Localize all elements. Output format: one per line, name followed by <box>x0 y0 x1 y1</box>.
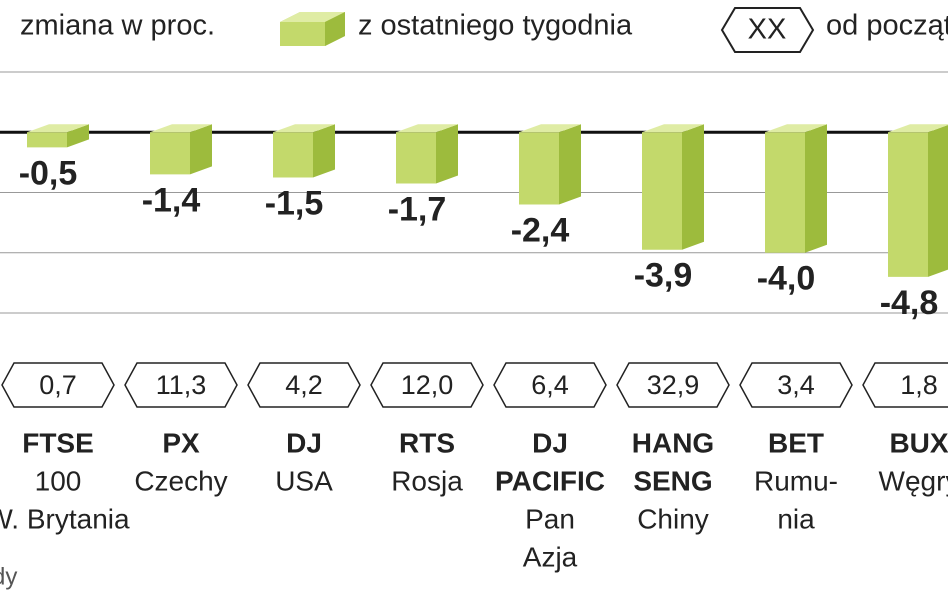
category-region: Węgry <box>879 465 948 496</box>
ytd-label: 3,4 <box>777 370 815 400</box>
category-name: DJ <box>532 427 568 458</box>
category-region: nia <box>777 503 815 534</box>
legend-badge-text: XX <box>748 14 787 46</box>
ytd-label: 0,7 <box>39 370 77 400</box>
category-name: PX <box>162 427 200 458</box>
category-region: W. Brytania <box>0 503 130 534</box>
value-label: -0,5 <box>19 154 78 192</box>
ytd-badge <box>124 362 238 408</box>
bar <box>150 124 212 175</box>
value-label: -1,5 <box>265 184 324 222</box>
category-region: Czechy <box>134 465 227 496</box>
ytd-label: 6,4 <box>531 370 569 400</box>
bar <box>396 124 458 184</box>
footer: dy <box>0 563 17 590</box>
legend-label: od początku roku <box>826 10 948 42</box>
category-region: 100 <box>35 465 82 496</box>
value-label: -1,4 <box>142 181 201 219</box>
ytd-badge <box>616 362 730 408</box>
category-name: PACIFIC <box>495 465 605 496</box>
ytd-label: 1,8 <box>900 370 938 400</box>
legend-title: zmiana w proc. <box>20 10 215 42</box>
value-label: -4,8 <box>880 284 939 322</box>
category-name: BET <box>768 427 824 458</box>
ytd-badge <box>370 362 484 408</box>
bar <box>888 124 948 277</box>
value-label: -4,0 <box>757 260 816 298</box>
category-region: Chiny <box>637 503 709 534</box>
bar <box>27 124 89 148</box>
ytd-badge <box>493 362 607 408</box>
category-name: BUX <box>889 427 948 458</box>
bar <box>642 124 704 250</box>
category-name: DJ <box>286 427 322 458</box>
category-name: RTS <box>399 427 455 458</box>
value-label: -3,9 <box>634 257 693 295</box>
category-region: Rosja <box>391 465 463 496</box>
ytd-label: 11,3 <box>156 370 207 400</box>
ytd-badge <box>1 362 115 408</box>
bar <box>273 124 335 178</box>
category-region: Rumu- <box>754 465 838 496</box>
legend-label: z ostatniego tygodnia <box>358 10 633 42</box>
category-region: Pan <box>525 503 575 534</box>
ytd-badge <box>862 362 948 408</box>
ytd-label: 32,9 <box>647 370 700 400</box>
legend-icon <box>280 12 345 46</box>
legend-badge <box>720 7 815 53</box>
category-region: USA <box>275 465 333 496</box>
ytd-label: 12,0 <box>401 370 454 400</box>
value-label: -1,7 <box>388 190 447 228</box>
category-name: SENG <box>633 465 712 496</box>
ytd-badge <box>247 362 361 408</box>
ytd-label: 4,2 <box>285 370 323 400</box>
category-name: FTSE <box>22 427 94 458</box>
category-region: Azja <box>523 541 578 572</box>
ytd-badge <box>739 362 853 408</box>
value-label: -2,4 <box>511 212 570 250</box>
bar <box>519 124 581 205</box>
bar <box>765 124 827 253</box>
category-name: HANG <box>632 427 714 458</box>
